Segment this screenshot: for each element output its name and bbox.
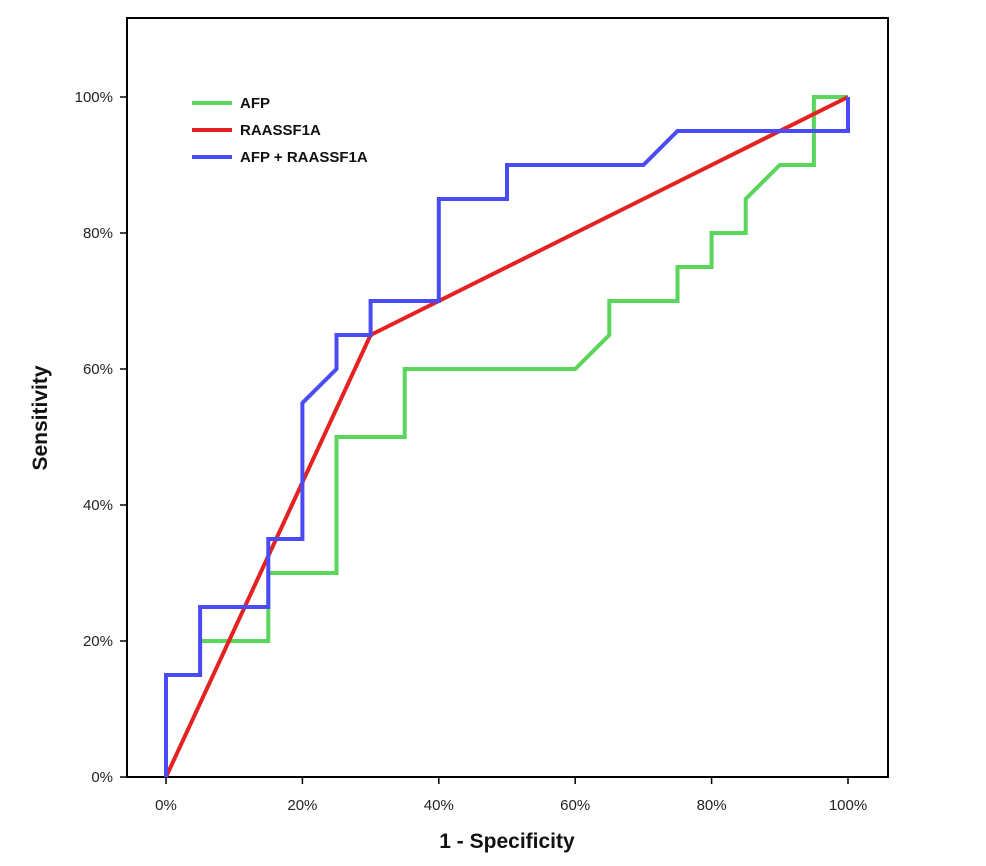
legend-label: AFP bbox=[240, 95, 270, 112]
y-tick-label: 60% bbox=[83, 361, 113, 378]
x-tick-label: 0% bbox=[155, 797, 177, 814]
y-tick-label: 0% bbox=[91, 769, 113, 786]
x-tick-label: 80% bbox=[697, 797, 727, 814]
series-layer bbox=[164, 95, 850, 778]
x-axis: 0% 20% 40% 60% 80% 100% bbox=[155, 777, 867, 814]
x-tick-label: 60% bbox=[560, 797, 590, 814]
y-axis-title: Sensitivity bbox=[29, 365, 52, 470]
y-tick-label: 40% bbox=[83, 497, 113, 514]
x-tick-label: 20% bbox=[287, 797, 317, 814]
series-line-afp-raassf1a bbox=[164, 97, 850, 777]
plot-frame bbox=[126, 17, 889, 778]
x-tick-label: 40% bbox=[424, 797, 454, 814]
x-tick-label: 100% bbox=[829, 797, 867, 814]
series-line-afp bbox=[164, 95, 848, 777]
legend: AFP RAASSF1A AFP + RAASSF1A bbox=[192, 95, 368, 166]
y-axis: 0% 20% 40% 60% 80% 100% bbox=[75, 89, 127, 786]
y-tick-label: 100% bbox=[75, 89, 113, 106]
x-axis-title: 1 - Specificity bbox=[439, 830, 575, 853]
legend-label: RAASSF1A bbox=[240, 122, 321, 139]
y-tick-label: 20% bbox=[83, 633, 113, 650]
y-tick-label: 80% bbox=[83, 225, 113, 242]
legend-label: AFP + RAASSF1A bbox=[240, 149, 368, 166]
